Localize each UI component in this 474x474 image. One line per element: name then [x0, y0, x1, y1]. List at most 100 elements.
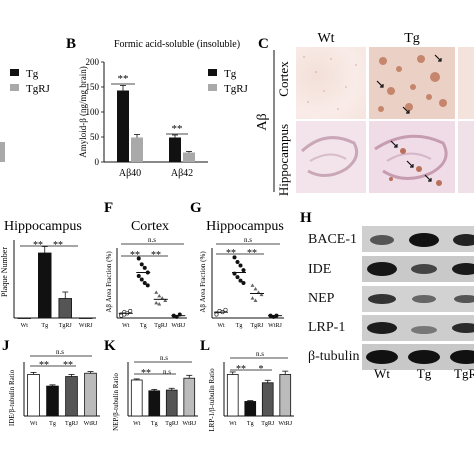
x-tick-label: TgRJ — [165, 421, 179, 427]
data-point — [139, 277, 144, 282]
panel-a: Tg TgRJ — [0, 68, 51, 162]
bar — [148, 390, 161, 417]
data-point — [256, 290, 261, 294]
legend-swatch-tgrj — [10, 84, 19, 91]
data-point — [232, 255, 237, 260]
panel-k: K NEP/β-tubulin Ratio Wt Tg TgRJ WtRJ n.s *… — [104, 338, 198, 431]
panel-letter: L — [200, 338, 210, 354]
blot-label-nep: NEP — [308, 291, 335, 306]
sig-marker: ** — [39, 360, 49, 371]
legend-label-tgrj: TgRJ — [224, 83, 249, 95]
sig-marker: ** — [172, 123, 183, 135]
blot-label-bace1: BACE-1 — [308, 232, 357, 247]
bars — [226, 370, 292, 417]
panel-letter: K — [104, 338, 116, 354]
bar — [244, 401, 257, 417]
legend-swatch-tg — [10, 69, 19, 76]
bar — [27, 374, 40, 417]
x-tick-label: Wt — [217, 323, 225, 329]
x-tick-label: TgRJ — [261, 421, 275, 427]
row-label-cortex: Cortex — [276, 61, 291, 97]
sig-marker: n.s — [163, 368, 171, 376]
bar — [37, 252, 52, 319]
bar — [130, 379, 143, 417]
x-tick-label: Tg — [236, 323, 243, 329]
bar — [65, 376, 78, 417]
x-tick-label: Wt — [133, 421, 141, 427]
x-tick-label: Wt — [122, 323, 130, 329]
y-axis-label: IDE/β-tubulin Ratio — [8, 369, 16, 426]
legend-label-tgrj: TgRJ — [26, 83, 51, 95]
legend-swatch-tgrj — [208, 84, 217, 91]
data-point — [253, 298, 258, 302]
blot-strip-btubulin — [362, 344, 474, 370]
sig-marker: ** — [33, 240, 43, 251]
lane-label-tgr: TgR — [454, 366, 474, 381]
x-tick-label: Tg — [140, 323, 147, 329]
y-axis-label: Plaque Number — [0, 247, 9, 297]
panel-letter: G — [190, 200, 202, 216]
plaque-texture — [376, 54, 447, 114]
data-point — [238, 263, 243, 268]
bars — [27, 371, 97, 417]
data-point — [145, 283, 150, 288]
bar — [183, 377, 196, 417]
panel-l: L LRP-1/β-tubulin Ratio Wt Tg TgRJ WtRJ n.s… — [200, 338, 294, 432]
data-point — [241, 280, 246, 285]
legend-label-tg: Tg — [224, 68, 237, 80]
row-label-hippocampus: Hippocampus — [276, 124, 291, 196]
x-tick-label: TgRJ — [154, 323, 168, 329]
y-tick-label: 150 — [86, 82, 100, 92]
y-axis-label: NEP/β-tubulin Ratio — [112, 373, 120, 431]
bars — [130, 374, 196, 417]
sig-marker: n.s — [56, 348, 64, 356]
panel-letter: C — [258, 36, 269, 52]
lane-label-tg: Tg — [417, 366, 432, 381]
y-tick-label: 0 — [95, 157, 100, 167]
sig-marker: * — [259, 364, 264, 375]
x-tick-label: Aβ40 — [119, 168, 141, 179]
micrograph-cortex-tg — [369, 47, 455, 119]
chart-title: Hippocampus — [4, 219, 82, 234]
micrograph-hippocampus-wt — [296, 121, 366, 193]
data-point — [142, 265, 147, 270]
y-tick-label: 200 — [86, 57, 100, 67]
bar — [46, 385, 59, 417]
x-tick-label: TgRJ — [65, 421, 79, 427]
x-tick-label: TgRJ — [250, 323, 264, 329]
data-point — [214, 312, 219, 317]
data-point — [235, 259, 240, 264]
bar — [169, 137, 181, 162]
data-point — [128, 308, 133, 313]
panel-g: G Hippocampus Aβ Area Fraction (%) Wt Tg T… — [190, 200, 284, 329]
sig-marker: ** — [151, 250, 161, 261]
data-point — [238, 278, 243, 283]
y-axis-label: LRP-1/β-tubulin Ratio — [208, 368, 216, 432]
bar — [165, 389, 178, 417]
chart-title: Hippocampus — [206, 219, 284, 234]
sig-marker: ** — [118, 73, 129, 85]
x-tick-label: Aβ42 — [171, 168, 193, 179]
bars — [17, 246, 93, 319]
sig-marker: ** — [63, 360, 73, 371]
panel-j: J IDE/β-tubulin Ratio Wt Tg TgRJ WtRJ n.s *… — [2, 338, 100, 427]
blot-strip-nep — [362, 286, 474, 312]
blot-label-lrp1: LRP-1 — [308, 320, 346, 335]
points — [214, 255, 282, 319]
x-tick-label: TgRJ — [59, 323, 73, 329]
micrograph-cortex-extra — [458, 47, 474, 119]
bar — [226, 374, 239, 417]
x-tick-label: WtRJ — [182, 421, 196, 427]
x-tick-label: WtRJ — [84, 421, 98, 427]
x-tick-label: Wt — [30, 421, 38, 427]
blot-strip-lrp1 — [362, 315, 474, 341]
panel-e: Hippocampus Plaque Number Wt Tg TgRJ WtRJ *… — [0, 219, 96, 329]
x-tick-label: Wt — [229, 421, 237, 427]
sig-marker: n.s — [148, 236, 156, 244]
panel-letter: H — [300, 210, 312, 226]
x-tick-label: Wt — [21, 323, 29, 329]
hippocampus-shape — [374, 134, 448, 186]
panel-f: F Cortex Aβ Area Fraction (%) Wt Tg TgRJ Wt… — [104, 200, 187, 329]
bar — [279, 374, 292, 417]
